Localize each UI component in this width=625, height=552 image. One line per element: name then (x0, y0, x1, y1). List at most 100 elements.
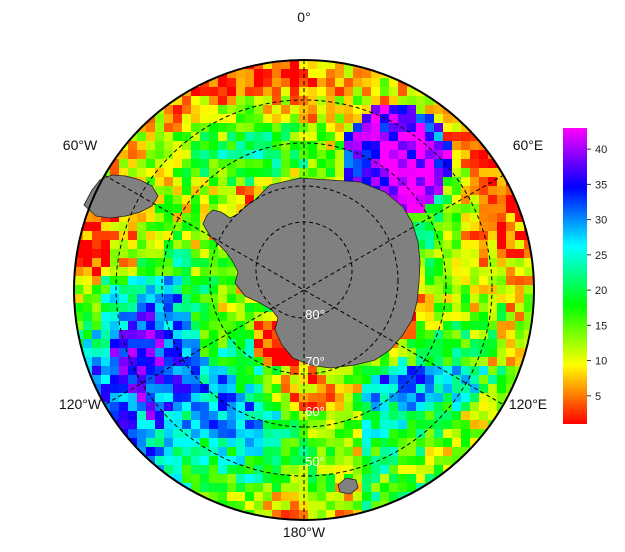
data-cell (227, 510, 237, 520)
data-cell (200, 294, 210, 304)
data-cell (227, 393, 237, 403)
data-cell (353, 132, 363, 142)
data-cell (380, 456, 390, 466)
data-cell (101, 357, 111, 367)
data-cell (470, 375, 480, 385)
data-cell (119, 321, 129, 331)
data-cell (290, 510, 300, 520)
lon-label-0: 0° (297, 9, 310, 25)
data-cell (353, 159, 363, 169)
data-cell (353, 375, 363, 385)
data-cell (452, 240, 462, 250)
data-cell (416, 195, 426, 205)
data-cell (362, 132, 372, 142)
data-cell (299, 69, 309, 79)
data-cell (128, 249, 138, 259)
data-cell (488, 195, 498, 205)
data-cell (272, 150, 282, 160)
data-cell (263, 60, 273, 70)
data-cell (218, 312, 228, 322)
data-cell (173, 168, 183, 178)
data-cell (254, 393, 264, 403)
data-cell (263, 375, 273, 385)
data-cell (515, 267, 525, 277)
data-cell (227, 78, 237, 88)
data-cell (470, 150, 480, 160)
data-cell (236, 105, 246, 115)
data-cell (380, 492, 390, 502)
data-cell (425, 303, 435, 313)
data-cell (470, 186, 480, 196)
data-cell (506, 204, 516, 214)
data-cell (389, 123, 399, 133)
data-cell (155, 402, 165, 412)
data-cell (227, 267, 237, 277)
data-cell (155, 186, 165, 196)
data-cell (335, 150, 345, 160)
data-cell (380, 402, 390, 412)
data-cell (110, 267, 120, 277)
data-cell (389, 114, 399, 124)
data-cell (218, 150, 228, 160)
data-cell (164, 204, 174, 214)
data-cell (218, 303, 228, 313)
parallel-60 (161, 142, 447, 428)
new-zealand-island (337, 477, 359, 495)
data-cell (254, 465, 264, 475)
data-cell (452, 204, 462, 214)
data-cell (317, 114, 327, 124)
data-cell (290, 168, 300, 178)
data-cell (191, 330, 201, 340)
data-cell (380, 87, 390, 97)
data-cell (362, 150, 372, 160)
data-cell (137, 303, 147, 313)
data-cell (479, 204, 489, 214)
data-cell (326, 384, 336, 394)
data-cell (353, 465, 363, 475)
data-cell (227, 429, 237, 439)
data-cell (344, 393, 354, 403)
data-cell (173, 141, 183, 151)
data-cell (470, 312, 480, 322)
data-cell (155, 123, 165, 133)
data-cell (425, 393, 435, 403)
data-cell (191, 267, 201, 277)
data-cell (452, 276, 462, 286)
data-cell (209, 411, 219, 421)
data-cell (182, 312, 192, 322)
data-cell (92, 312, 102, 322)
data-cell (119, 159, 129, 169)
data-cell (173, 456, 183, 466)
data-cell (380, 357, 390, 367)
data-cell (362, 438, 372, 448)
data-cell (389, 465, 399, 475)
data-cell (335, 375, 345, 385)
data-cell (227, 357, 237, 367)
data-cell (353, 501, 363, 511)
data-cell (407, 465, 417, 475)
data-cell (155, 258, 165, 268)
data-cell (398, 339, 408, 349)
data-cell (488, 258, 498, 268)
data-cell (425, 195, 435, 205)
data-cell (155, 159, 165, 169)
data-cell (425, 348, 435, 358)
data-cell (326, 402, 336, 412)
data-cell (389, 492, 399, 502)
data-cell (218, 132, 228, 142)
data-cell (308, 492, 318, 502)
data-cell (245, 294, 255, 304)
data-cell (461, 411, 471, 421)
data-cell (425, 429, 435, 439)
data-cell (218, 330, 228, 340)
data-cell (164, 258, 174, 268)
data-cell (443, 258, 453, 268)
data-cell (488, 357, 498, 367)
data-cell (452, 366, 462, 376)
data-cell (452, 420, 462, 430)
data-cell (389, 150, 399, 160)
data-cell (209, 240, 219, 250)
data-cell (236, 348, 246, 358)
data-cell (344, 159, 354, 169)
data-cell (488, 213, 498, 223)
